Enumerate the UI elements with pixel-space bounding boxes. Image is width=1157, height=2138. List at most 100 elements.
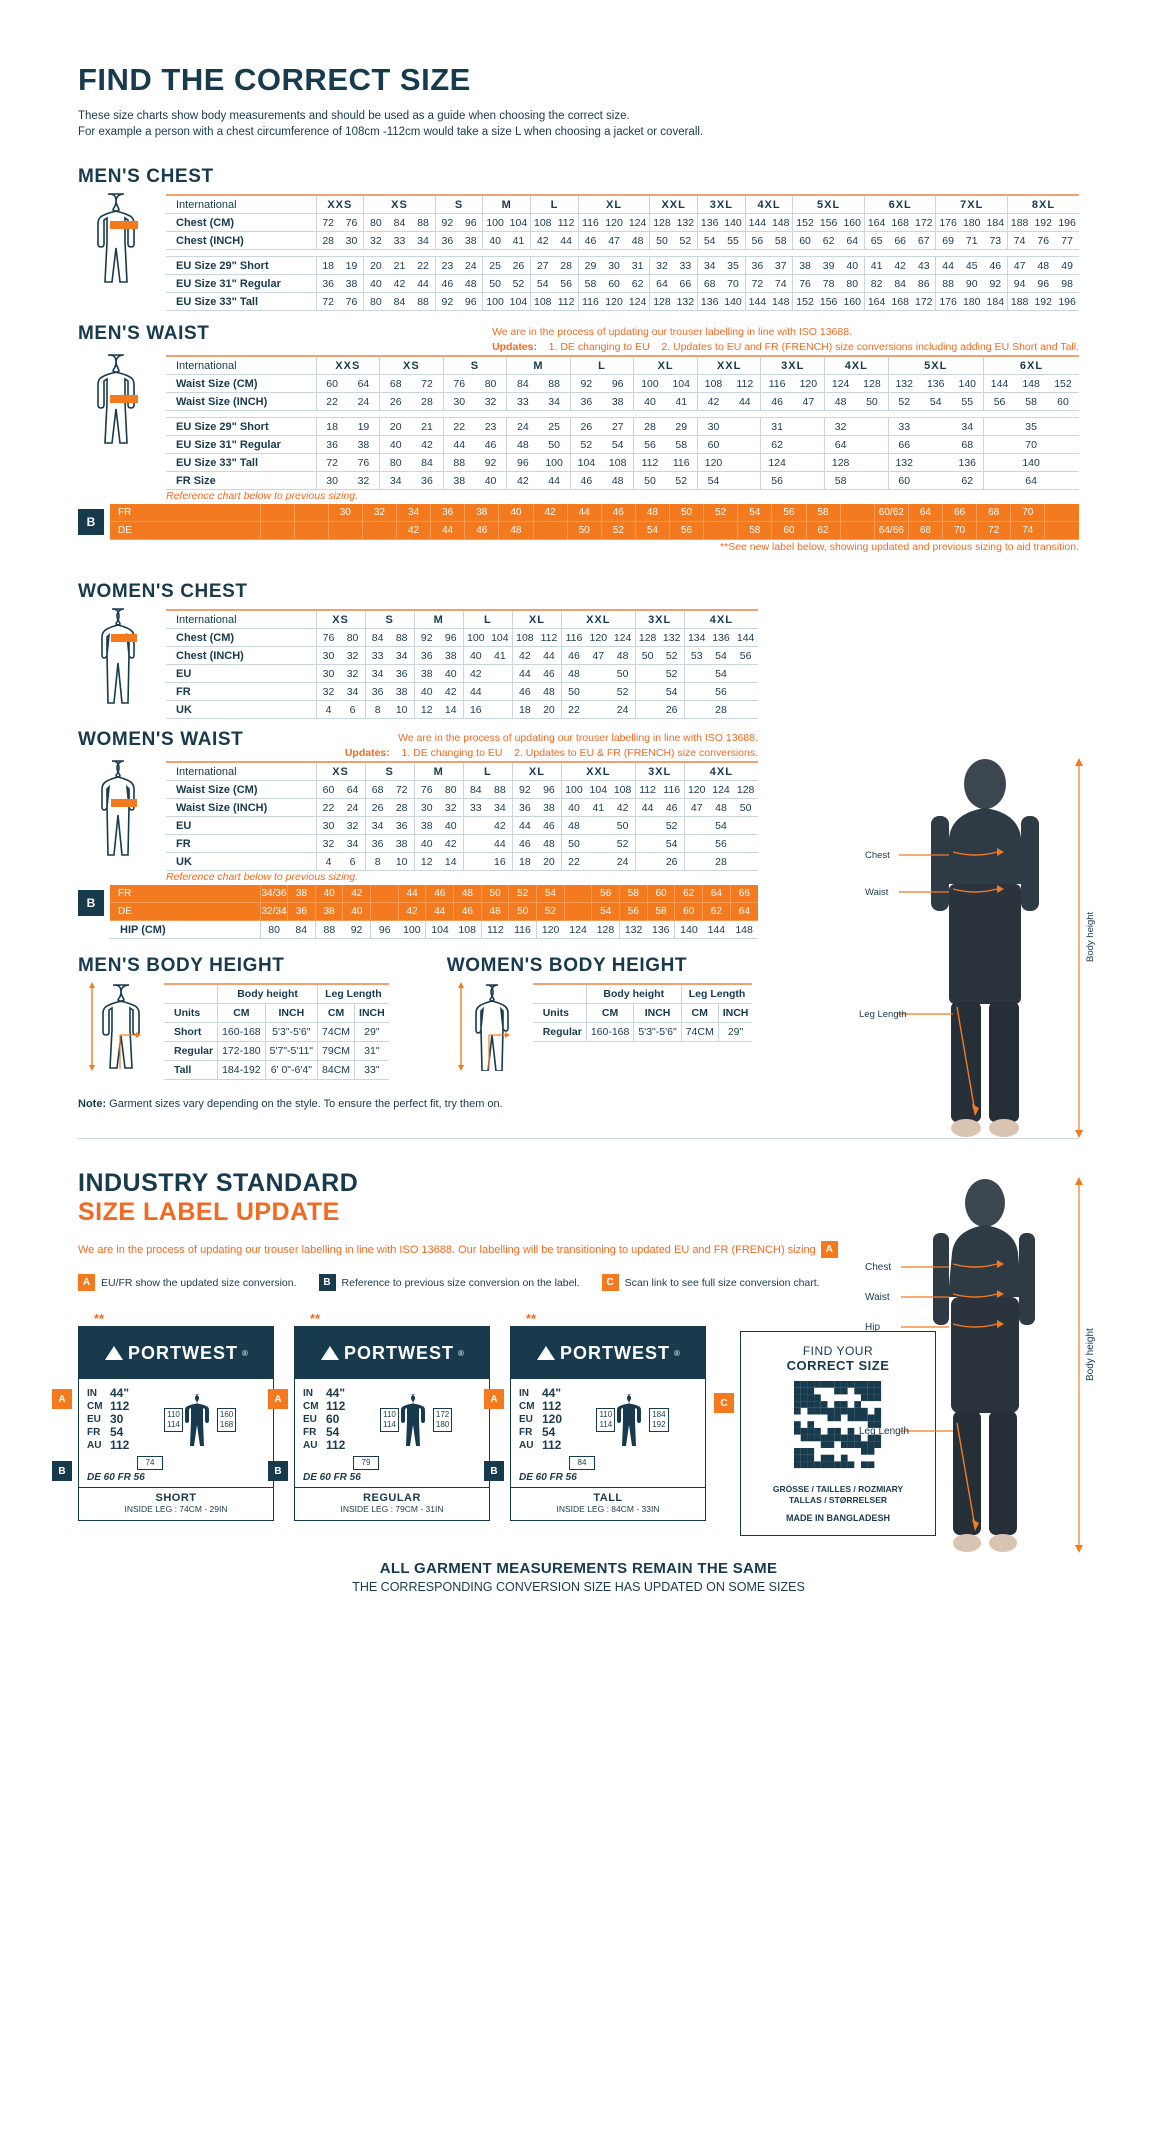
cell: 124: [610, 628, 636, 647]
cell: 42: [610, 798, 636, 817]
cell: 40: [413, 682, 439, 701]
cell: 120: [536, 921, 565, 939]
bh-header-cm: CM: [317, 1003, 355, 1023]
cell: 32: [824, 417, 857, 436]
reference-cell: 36: [430, 504, 465, 522]
reference-cell: 40: [342, 902, 371, 921]
cell: 39: [816, 256, 841, 275]
cell: 148: [730, 921, 758, 939]
cell: 46: [760, 392, 793, 411]
label-value: 44": [542, 1386, 562, 1400]
label-value: 44": [326, 1386, 346, 1400]
cell: [586, 664, 611, 683]
cell: 24: [347, 392, 380, 411]
cell: 40: [379, 435, 412, 454]
bh-row: Regular 160-168 5'3"-5'6" 74CM 29": [532, 1022, 753, 1042]
updates-label-women: Updates:: [344, 747, 390, 759]
cell: 38: [602, 392, 634, 411]
cell: 22: [442, 417, 475, 436]
cell: 96: [506, 453, 539, 472]
cell: 88: [538, 374, 571, 393]
table-row: Chest (INCH) 28 30 32 33 34 36 38 40 41 42 44 46 47 48…: [166, 231, 1079, 250]
bh-sub-header-row: Units CM INCH CM INCH: [164, 1003, 389, 1023]
cell: 112: [554, 213, 579, 232]
table-row: Waist Size (CM) 60 64 68 72 76 80 84 88 92 96 100 10…: [166, 374, 1079, 393]
cell: 38: [442, 471, 475, 490]
cell: 31: [625, 256, 650, 275]
cell: 112: [554, 292, 579, 311]
label-value: 112: [542, 1399, 562, 1413]
cell: 33: [364, 646, 390, 665]
cell: 132: [673, 213, 698, 232]
mens-reference-table: FR 30 32 34 36 38 40 42 44 46 48 50 52 54 56 58 60/62 64 6…: [110, 504, 1079, 540]
cell: 42: [511, 646, 537, 665]
label-stars: **: [310, 1311, 321, 1326]
table-row: EU 30 32 34 36 38 40 42 44 46 48 50 52 54: [166, 816, 758, 835]
womens-waist-header-label: International: [166, 762, 316, 781]
cell: 80: [363, 292, 388, 311]
cell: 136: [951, 453, 984, 472]
cell: 30: [413, 798, 439, 817]
cell: 88: [411, 213, 436, 232]
size-group-xxl: XXL: [560, 762, 636, 781]
reference-cell: 46: [464, 521, 499, 540]
cell: [982, 453, 1016, 472]
label-size-block: IN 44" CM 112 EU 120 FR 54 AU 112 110 114 184 192: [511, 1379, 705, 1456]
reference-cell: 54: [591, 902, 620, 921]
cell: 44: [554, 231, 579, 250]
reference-cell: 68: [976, 504, 1011, 522]
cell: 72: [389, 780, 415, 799]
qr-code-icon[interactable]: [794, 1381, 882, 1469]
size-group-s: S: [442, 356, 507, 375]
size-group-3xl: 3XL: [634, 610, 685, 629]
cell: 140: [674, 921, 703, 939]
portwest-logo-icon: [537, 1346, 556, 1360]
cell: 60: [315, 374, 348, 393]
table-row: HIP (CM) 80 84 88 92 96 100 104 108 112 116 120 124 1…: [110, 921, 758, 939]
label-box: PORTWEST ® IN 44" CM 112 EU 60 FR 54 AU 112 110 114…: [294, 1326, 490, 1521]
label-value: 44": [110, 1386, 130, 1400]
reference-cell: 38: [314, 902, 343, 921]
cell: 140: [951, 374, 984, 393]
cell: 33: [387, 231, 412, 250]
label-value: 112: [542, 1438, 562, 1452]
qr-sub-2: TALLAS / STØRRELSER: [788, 1495, 888, 1505]
cell: 104: [506, 292, 531, 311]
intro-line-1: These size charts show body measurements…: [78, 110, 630, 122]
cell: 45: [959, 256, 984, 275]
bh-cell: 5'7"-5'11": [264, 1041, 318, 1061]
size-group-xl: XL: [633, 356, 698, 375]
reference-cell: 56: [668, 521, 704, 540]
size-group-m: M: [413, 610, 464, 629]
cell: 180: [959, 292, 984, 311]
reference-cell: [370, 885, 399, 903]
cell: 112: [729, 374, 761, 393]
reference-cell: 56: [771, 504, 806, 522]
reference-cell: [259, 521, 295, 540]
cell: [982, 417, 1016, 436]
cell: [733, 834, 758, 853]
cell: 140: [1015, 453, 1047, 472]
size-group-xl: XL: [577, 195, 650, 214]
cell: 46: [577, 231, 603, 250]
womens-hip-wrap: HIP (CM) 80 84 88 92 96 100 104 108 112 116 120 124 1…: [78, 921, 758, 939]
cell: 132: [673, 292, 698, 311]
label-key: CM: [519, 1401, 535, 1412]
garment-label-card: ** PORTWEST ® IN 44" CM 112 EU 60 FR 54 AU 112 110…: [268, 1311, 490, 1521]
cell: 62: [816, 231, 841, 250]
badge-a-inline: A: [820, 1241, 838, 1258]
female-height-icon: [457, 982, 510, 1071]
cell: 136: [697, 292, 722, 311]
cell: 60: [792, 231, 817, 250]
reference-cell: 46: [453, 902, 482, 921]
cell: [729, 435, 761, 454]
label-body-icon: [184, 1393, 209, 1446]
cell: 128: [824, 453, 857, 472]
cell: 68: [697, 274, 722, 293]
cell: 26: [506, 256, 531, 275]
cell: 47: [586, 646, 611, 665]
mens-reference-chart-wrap: B FR 30 32 34 36 38 40 42 44 46 48 50 52 54 56 58 60/62 6…: [78, 504, 1079, 540]
cell: 188: [1006, 292, 1032, 311]
cell: 18: [511, 700, 537, 719]
cell: [856, 417, 889, 436]
